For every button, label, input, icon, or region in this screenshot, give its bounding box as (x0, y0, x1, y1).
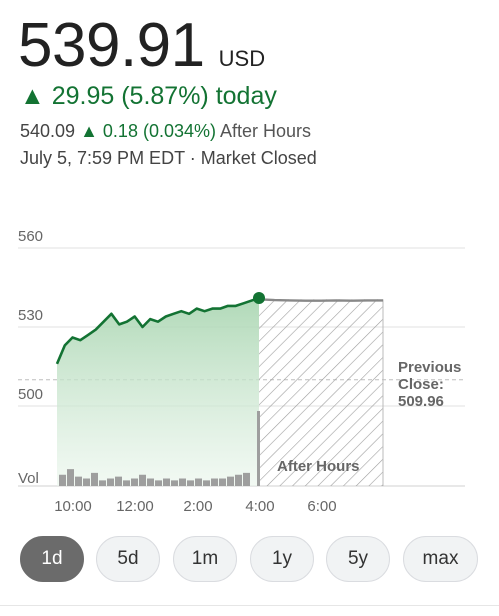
after-hours-region (259, 299, 383, 486)
range-button-5y[interactable]: 5y (326, 536, 390, 582)
after-hours-price: 540.09 (20, 121, 76, 141)
volume-bar (195, 478, 202, 486)
volume-bar (187, 480, 194, 486)
x-tick-label: 6:00 (307, 498, 336, 515)
volume-bar (243, 472, 250, 486)
price-line (55, 296, 260, 365)
range-button-5d[interactable]: 5d (96, 536, 160, 582)
range-button-1m[interactable]: 1m (173, 536, 237, 582)
previous-close-label: 509.96 (398, 393, 444, 410)
volume-bar (75, 476, 82, 486)
x-tick-label: 4:00 (245, 498, 274, 515)
volume-bar (99, 480, 106, 486)
up-arrow-icon: ▲ (20, 82, 45, 110)
volume-bar (155, 480, 162, 486)
after-hours-chart-label: After Hours (277, 458, 360, 475)
daily-change: ▲ 29.95 (5.87%) today (20, 82, 277, 111)
after-hours-change: 0.18 (0.034%) (102, 121, 216, 141)
range-button-max[interactable]: max (403, 536, 478, 582)
divider (0, 605, 499, 606)
range-button-1y[interactable]: 1y (250, 536, 314, 582)
x-tick-label: 2:00 (183, 498, 212, 515)
volume-bar (203, 480, 210, 486)
previous-close-label: Previous (398, 359, 461, 376)
up-arrow-icon: ▲ (80, 121, 98, 141)
current-price: 539.91 (18, 11, 205, 80)
volume-bar (171, 480, 178, 486)
previous-close-label: Close: (398, 376, 444, 393)
daily-change-text: 29.95 (5.87%) today (51, 82, 277, 110)
volume-bar (219, 478, 226, 486)
volume-bar (91, 472, 98, 486)
currency-label: USD (218, 46, 266, 71)
volume-bar (235, 474, 242, 486)
volume-bar (163, 478, 170, 486)
y-tick-label: 560 (18, 228, 43, 245)
after-hours-quote: 540.09 ▲ 0.18 (0.034%) After Hours (20, 121, 311, 142)
x-tick-label: 12:00 (116, 498, 154, 515)
volume-bar (123, 480, 130, 486)
after-hours-line (258, 298, 383, 302)
range-selector: 1d 5d 1m 1y 5y max (0, 536, 499, 586)
range-button-1d[interactable]: 1d (20, 536, 84, 582)
volume-bar (67, 469, 74, 486)
market-status: July 5, 7:59 PM EDT · Market Closed (20, 148, 317, 168)
volume-bar (179, 478, 186, 486)
volume-bar (147, 478, 154, 486)
price-area (57, 298, 259, 486)
price-header: 539.91 USD (18, 10, 265, 81)
volume-bar (227, 476, 234, 486)
volume-label: Vol (18, 470, 39, 487)
volume-bar (83, 478, 90, 486)
y-tick-label: 530 (18, 307, 43, 324)
volume-bar (139, 474, 146, 486)
volume-bar (257, 411, 260, 486)
after-hours-label: After Hours (220, 121, 312, 141)
volume-bar (131, 478, 138, 486)
y-tick-label: 500 (18, 386, 43, 403)
volume-bar (211, 478, 218, 486)
x-tick-label: 10:00 (54, 498, 92, 515)
volume-bar (59, 474, 66, 486)
volume-bar (115, 476, 122, 486)
close-marker[interactable] (253, 292, 265, 305)
volume-bar (107, 478, 114, 486)
